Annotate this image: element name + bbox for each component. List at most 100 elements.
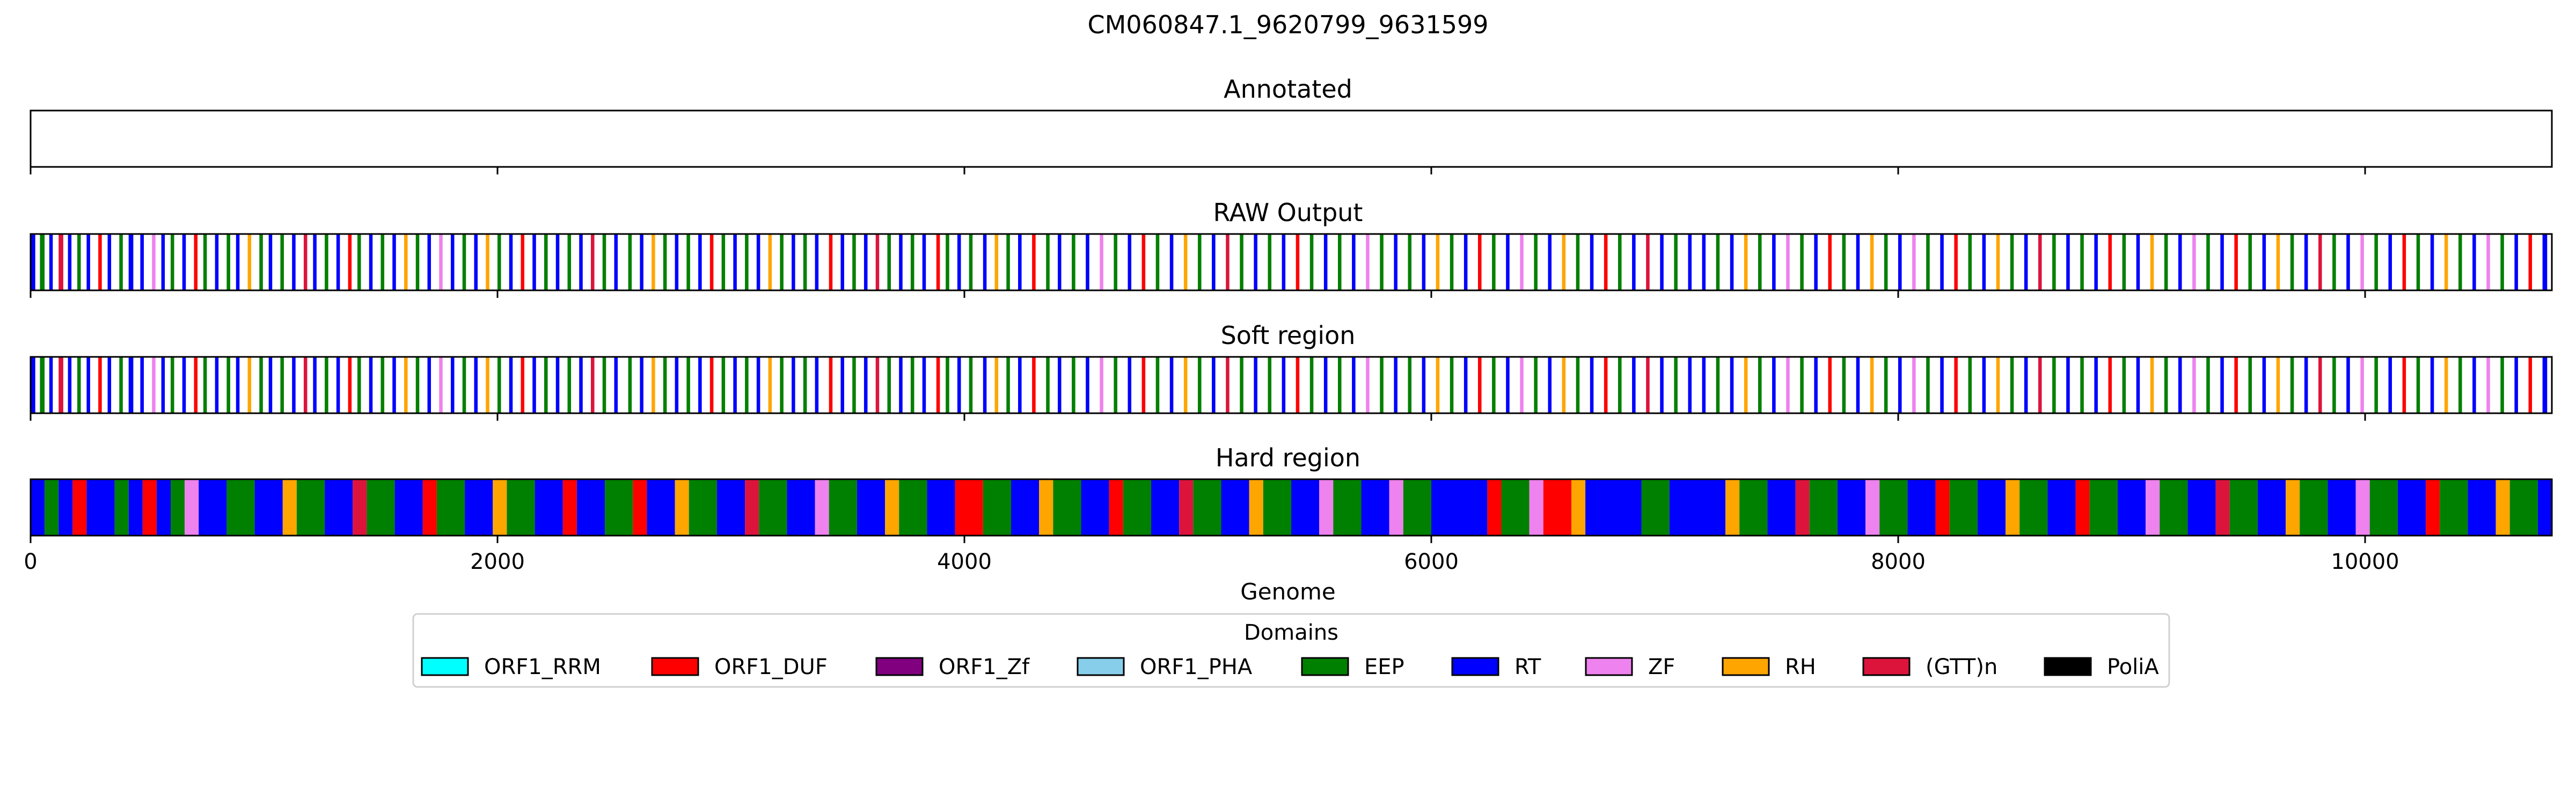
domain-segment: [1837, 479, 1866, 536]
domain-segment: [2192, 357, 2196, 413]
domain-segment: [2010, 234, 2014, 290]
domain-segment: [348, 357, 352, 413]
domain-segment: [1436, 357, 1440, 413]
domain-segment: [1394, 357, 1397, 413]
domain-segment: [86, 357, 90, 413]
domain-segment: [2024, 357, 2028, 413]
domain-segment: [367, 479, 395, 536]
domain-segment: [1968, 234, 1972, 290]
domain-segment: [1240, 234, 1243, 290]
panel-title: Hard region: [1216, 443, 1360, 472]
domain-segment: [675, 479, 689, 536]
domain-segment: [815, 234, 819, 290]
domain-segment: [2010, 357, 2014, 413]
legend-label: ZF: [1648, 655, 1675, 679]
domain-segment: [2472, 357, 2476, 413]
domain-segment: [863, 234, 868, 290]
panels-group: Annotated RAW Output Soft region Hard regio…: [24, 75, 2553, 574]
domain-segment: [1534, 357, 1538, 413]
domain-segment: [268, 234, 273, 290]
domain-segment: [2426, 479, 2440, 536]
domain-segment: [2262, 357, 2266, 413]
domain-segment: [2234, 234, 2238, 290]
domain-segment: [1884, 357, 1888, 413]
domain-segment: [114, 479, 129, 536]
panel-1: RAW Output: [30, 198, 2553, 298]
domain-segment: [698, 357, 702, 413]
domain-segment: [2229, 479, 2258, 536]
domain-segment: [2458, 357, 2462, 413]
domain-segment: [1123, 479, 1151, 536]
domain-segment: [2150, 234, 2154, 290]
domain-segment: [392, 234, 396, 290]
domain-segment: [226, 479, 255, 536]
domain-segment: [1548, 234, 1552, 290]
domain-segment: [1501, 479, 1529, 536]
domain-segment: [969, 234, 973, 290]
domain-segment: [474, 357, 478, 413]
domain-segment: [1571, 479, 1586, 536]
domain-segment: [357, 357, 361, 413]
domain-segment: [2430, 357, 2434, 413]
domain-segment: [493, 479, 507, 536]
domain-segment: [733, 357, 737, 413]
domain-segment: [1982, 357, 1986, 413]
domain-segment: [1506, 234, 1510, 290]
domain-segment: [745, 357, 749, 413]
domain-segment: [1422, 357, 1426, 413]
domain-segment: [1520, 234, 1524, 290]
domain-segment: [567, 234, 572, 290]
panel-frame: [30, 478, 2553, 537]
domain-segment: [792, 234, 795, 290]
domain-segment: [2509, 479, 2538, 536]
domain-segment: [2187, 479, 2216, 536]
domain-segment: [2290, 357, 2294, 413]
domain-segment: [292, 234, 296, 290]
domain-segment: [1431, 479, 1488, 536]
domain-segment: [465, 479, 493, 536]
domain-segment: [2290, 234, 2294, 290]
domain-segment: [663, 357, 667, 413]
domain-segment: [1492, 234, 1496, 290]
domain-segment: [1263, 479, 1291, 536]
domain-segment: [325, 357, 328, 413]
domain-segment: [2075, 479, 2090, 536]
domain-segment: [829, 357, 833, 413]
domain-segment: [733, 234, 737, 290]
domain-segment: [887, 357, 891, 413]
domain-segment: [663, 234, 667, 290]
domain-segment: [562, 479, 577, 536]
domain-segment: [532, 234, 536, 290]
domain-segment: [1463, 357, 1468, 413]
legend-item: ORF1_RRM: [421, 655, 601, 679]
domain-segment: [203, 357, 207, 413]
legend-item: ORF1_Zf: [875, 655, 1030, 679]
legend-item: ZF: [1585, 655, 1675, 679]
domain-segment: [1226, 234, 1230, 290]
domain-segment: [759, 479, 787, 536]
domain-segment: [1716, 234, 1720, 290]
domain-segment: [128, 357, 134, 413]
legend-item: EEP: [1301, 655, 1404, 679]
domain-segment: [1688, 234, 1692, 290]
domain-segment: [1193, 479, 1221, 536]
domain-segment: [709, 234, 714, 290]
domain-segment: [614, 234, 618, 290]
domain-segment: [1702, 234, 1706, 290]
domain-segment: [1954, 357, 1958, 413]
domain-segment: [922, 234, 926, 290]
domain-segment: [1744, 357, 1748, 413]
domain-segment: [579, 357, 583, 413]
domain-segment: [1282, 234, 1286, 290]
domain-segment: [887, 234, 891, 290]
domain-segment: [2080, 234, 2084, 290]
domain-segment: [404, 234, 408, 290]
domain-segment: [936, 234, 940, 290]
domain-segment: [591, 234, 595, 290]
domain-segment: [451, 234, 455, 290]
domain-segment: [2178, 357, 2182, 413]
domain-segment: [1865, 479, 1880, 536]
domain-segment: [1478, 234, 1482, 290]
domain-segment: [983, 357, 987, 413]
